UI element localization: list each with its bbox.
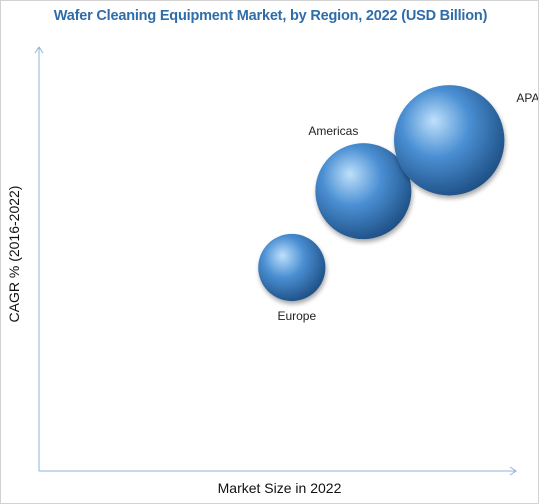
bubble-label-americas: Americas: [308, 124, 358, 138]
y-axis-arrow: [34, 46, 44, 54]
x-axis-label: Market Size in 2022: [217, 480, 342, 496]
x-axis-arrow: [509, 466, 517, 476]
axes: [34, 46, 517, 476]
bubble-label-europe: Europe: [277, 309, 316, 323]
bubble-americas: [315, 143, 412, 240]
bubble-apac: [394, 85, 505, 196]
y-axis-label: CAGR % (2016-2022): [6, 185, 22, 323]
chart-title: Wafer Cleaning Equipment Market, by Regi…: [53, 8, 488, 24]
bubble-europe: [258, 233, 326, 302]
